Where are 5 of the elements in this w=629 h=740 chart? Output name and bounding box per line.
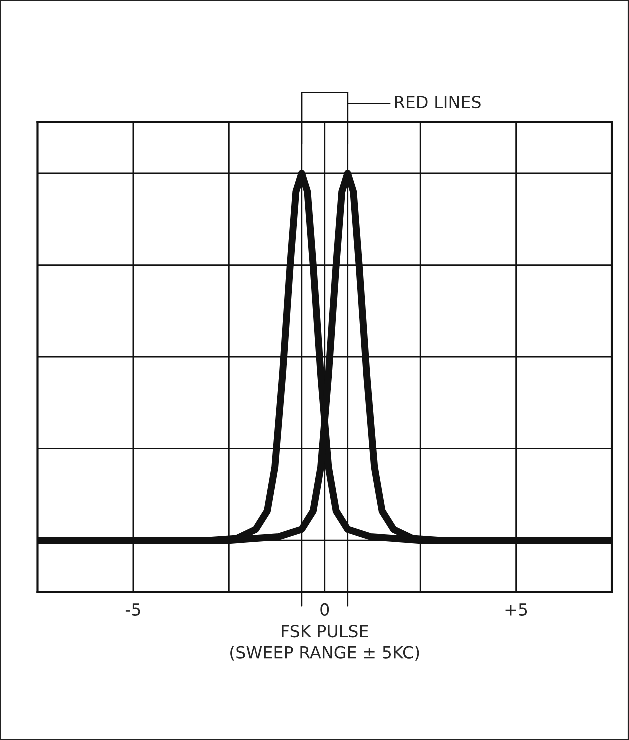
x-axis-title: FSK PULSE (SWEEP RANGE ± 5KC) <box>230 625 420 661</box>
x-tick-label: 0 <box>320 603 330 616</box>
x-tick-label: +5 <box>506 604 528 616</box>
ref-line-label: RED LINES <box>395 96 481 109</box>
x-tick-label: -5 <box>126 604 140 616</box>
